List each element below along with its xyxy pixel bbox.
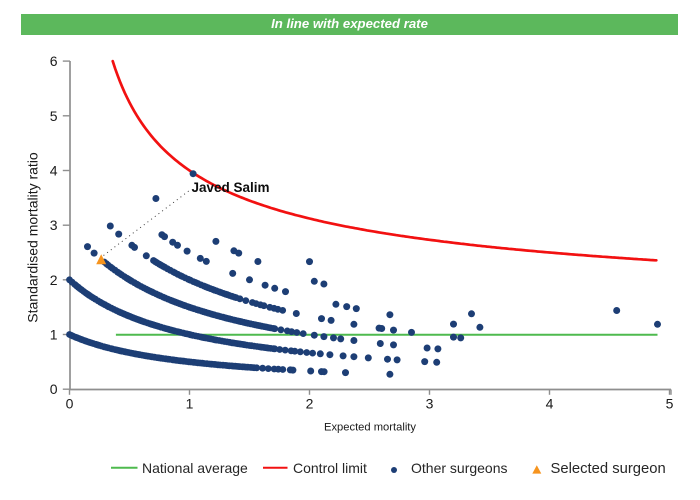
svg-text:3: 3 [50,217,58,233]
svg-text:1: 1 [50,327,58,343]
svg-text:4: 4 [50,163,58,179]
svg-text:0: 0 [50,381,58,397]
svg-text:5: 5 [50,108,58,124]
svg-text:Selected surgeon: Selected surgeon [551,461,666,477]
svg-text:Control limit: Control limit [293,460,367,476]
svg-text:2: 2 [50,272,58,288]
svg-text:5: 5 [666,396,674,412]
svg-text:6: 6 [50,53,58,69]
svg-text:Standardised mortality ratio: Standardised mortality ratio [25,152,41,323]
svg-text:0: 0 [66,396,74,412]
svg-text:1: 1 [186,396,194,412]
svg-text:4: 4 [546,396,554,412]
svg-text:Other surgeons: Other surgeons [411,460,508,476]
svg-text:Javed Salim: Javed Salim [192,180,270,195]
svg-text:3: 3 [426,396,434,412]
svg-text:National average: National average [142,460,248,476]
svg-text:Expected mortality: Expected mortality [324,422,416,434]
svg-text:2: 2 [306,396,314,412]
